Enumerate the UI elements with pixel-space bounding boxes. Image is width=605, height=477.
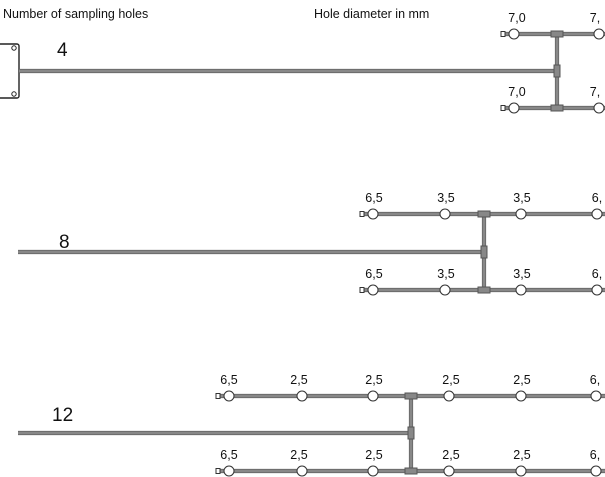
sampling-hole [593, 102, 605, 114]
diameter-label: 6, [590, 448, 600, 462]
diameter-label: 3,5 [513, 267, 530, 281]
end-cap-top-12 [215, 393, 221, 399]
tee-main-8 [480, 245, 488, 259]
tee-main-12 [407, 426, 415, 440]
tee-bottom-8 [477, 286, 491, 294]
end-cap-bottom-8 [359, 287, 365, 293]
sampling-hole [367, 465, 379, 477]
sampling-hole [367, 284, 379, 296]
sampling-hole [296, 390, 308, 402]
sampling-hole [443, 390, 455, 402]
diameter-label: 3,5 [513, 191, 530, 205]
hole-diameter-header: Hole diameter in mm [314, 7, 430, 21]
sampling-hole [515, 284, 527, 296]
sampling-hole [515, 208, 527, 220]
mounting-screw-1 [11, 45, 17, 51]
sampling-hole [508, 28, 520, 40]
sampling-hole [515, 390, 527, 402]
sampling-hole [591, 284, 603, 296]
diameter-label: 6, [592, 267, 602, 281]
sampling-hole [443, 465, 455, 477]
sampling-hole [590, 465, 602, 477]
sampling-hole [223, 465, 235, 477]
diameter-label: 3,5 [437, 267, 454, 281]
diameter-label: 6, [592, 191, 602, 205]
diameter-label: 7, [590, 85, 600, 99]
diameter-label: 2,5 [290, 448, 307, 462]
diameter-label: 6,5 [365, 267, 382, 281]
tee-top-8 [477, 210, 491, 218]
tee-main-4 [553, 64, 561, 78]
end-cap-bottom-4 [500, 105, 506, 111]
diameter-label: 7, [590, 11, 600, 25]
diameter-label: 2,5 [365, 448, 382, 462]
diameter-label: 6,5 [220, 373, 237, 387]
diameter-label: 6, [590, 373, 600, 387]
diameter-label: 7,0 [508, 85, 525, 99]
diameter-label: 2,5 [513, 448, 530, 462]
diameter-label: 2,5 [290, 373, 307, 387]
sampling-hole [591, 208, 603, 220]
holes-count-12: 12 [52, 405, 74, 426]
tee-bottom-12 [404, 467, 418, 475]
diameter-label: 2,5 [442, 448, 459, 462]
tee-top-12 [404, 392, 418, 400]
holes-count-4: 4 [57, 40, 68, 61]
diameter-label: 6,5 [220, 448, 237, 462]
end-cap-bottom-12 [215, 468, 221, 474]
sampling-hole [367, 390, 379, 402]
sampling-hole [223, 390, 235, 402]
diameter-labels: 7,0 7, 7,0 7, 6,5 3,5 3,5 6, 6,5 3,5 3,5 6, 6,5 2,5 2,… [220, 11, 602, 462]
detector-unit [0, 43, 20, 99]
diameter-label: 2,5 [442, 373, 459, 387]
holes-count-header: Number of sampling holes [3, 7, 149, 21]
diameter-label: 6,5 [365, 191, 382, 205]
tee-top-4 [550, 30, 564, 38]
sampling-hole [439, 284, 451, 296]
diameter-label: 2,5 [513, 373, 530, 387]
holes-count-8: 8 [59, 232, 70, 253]
sampling-hole [296, 465, 308, 477]
end-cap-top-4 [500, 31, 506, 37]
sampling-hole [508, 102, 520, 114]
detector-housing [0, 43, 20, 99]
tee-fittings [215, 30, 564, 475]
sampling-hole [439, 208, 451, 220]
tee-bottom-4 [550, 104, 564, 112]
sampling-hole [367, 208, 379, 220]
pipe-network [18, 31, 605, 474]
diameter-label: 7,0 [508, 11, 525, 25]
sampling-holes [223, 28, 605, 477]
diameter-label: 2,5 [365, 373, 382, 387]
sampling-hole [590, 390, 602, 402]
sampling-hole [593, 28, 605, 40]
end-cap-top-8 [359, 211, 365, 217]
diameter-label: 3,5 [437, 191, 454, 205]
mounting-screw-2 [11, 91, 17, 97]
sampling-hole [515, 465, 527, 477]
